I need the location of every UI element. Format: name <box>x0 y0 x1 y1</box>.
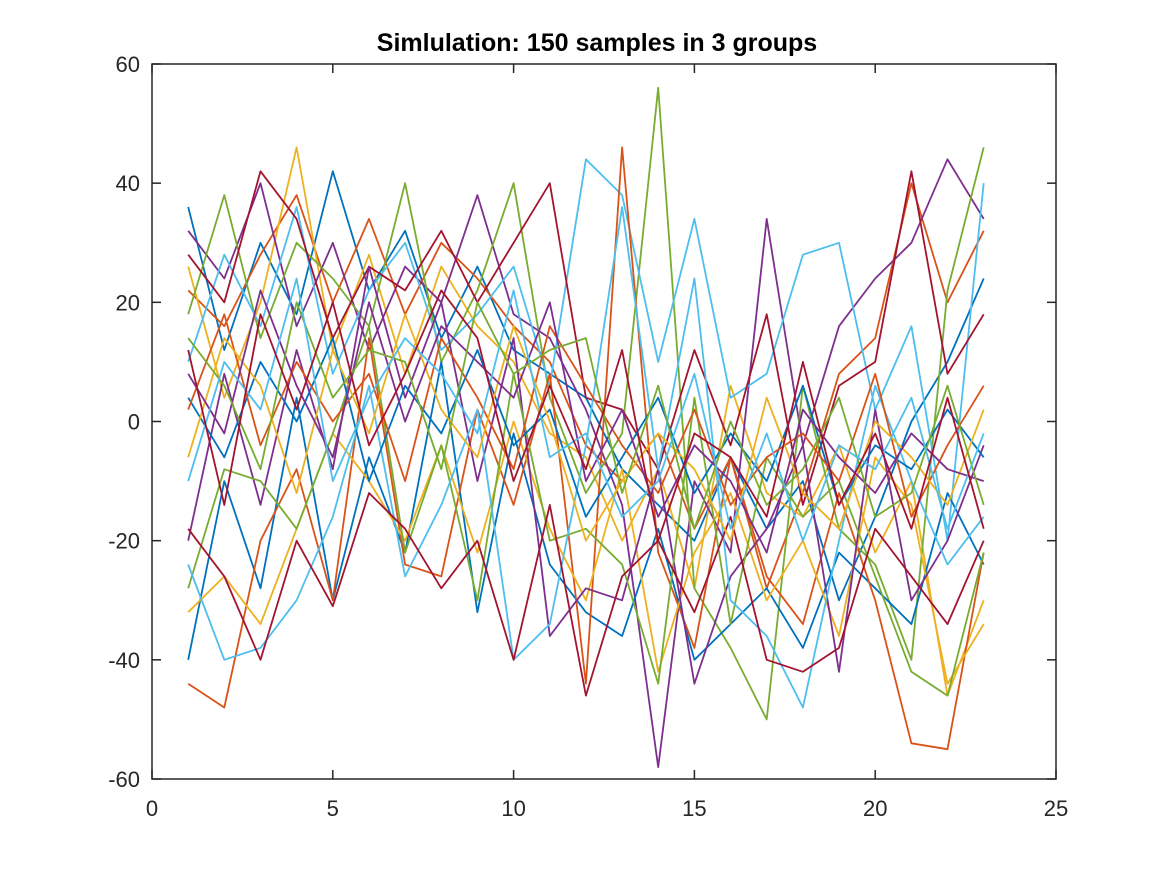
y-tick-label: -20 <box>108 529 140 554</box>
chart-title: Simlulation: 150 samples in 3 groups <box>377 29 817 57</box>
series-line-4 <box>187 158 985 768</box>
x-tick-label: 0 <box>146 796 158 821</box>
series-line-9 <box>187 146 985 751</box>
y-tick-label: 40 <box>116 171 140 196</box>
series-line-18 <box>187 289 984 554</box>
series-line-5 <box>187 86 985 721</box>
x-tick-label: 15 <box>682 796 706 821</box>
series-line-11 <box>187 265 985 685</box>
series-line-12 <box>187 325 985 697</box>
x-tick-label: 25 <box>1044 796 1068 821</box>
y-tick-label: -40 <box>108 648 140 673</box>
series-line-19 <box>187 301 985 530</box>
y-axis: -60 -40 -20 0 20 40 60 <box>108 52 1056 792</box>
series-line-6 <box>187 158 985 542</box>
series-layer <box>187 86 985 768</box>
x-tick-label: 5 <box>327 796 339 821</box>
x-tick-label: 20 <box>863 796 887 821</box>
y-tick-label: -60 <box>108 767 140 792</box>
y-tick-label: 20 <box>116 290 140 315</box>
y-tick-label: 60 <box>116 52 140 77</box>
series-line-14 <box>187 492 985 697</box>
x-axis: 0 5 10 15 20 25 <box>146 64 1068 821</box>
series-line-21 <box>187 289 985 542</box>
series-line-20 <box>187 277 985 542</box>
series-line-13 <box>187 206 985 709</box>
series-line-7 <box>187 170 985 506</box>
plot-area-frame <box>151 63 1057 780</box>
y-tick-label: 0 <box>128 410 140 435</box>
series-line-16 <box>187 313 985 518</box>
series-line-17 <box>187 313 985 542</box>
series-line-8 <box>187 360 985 661</box>
x-tick-label: 10 <box>501 796 525 821</box>
